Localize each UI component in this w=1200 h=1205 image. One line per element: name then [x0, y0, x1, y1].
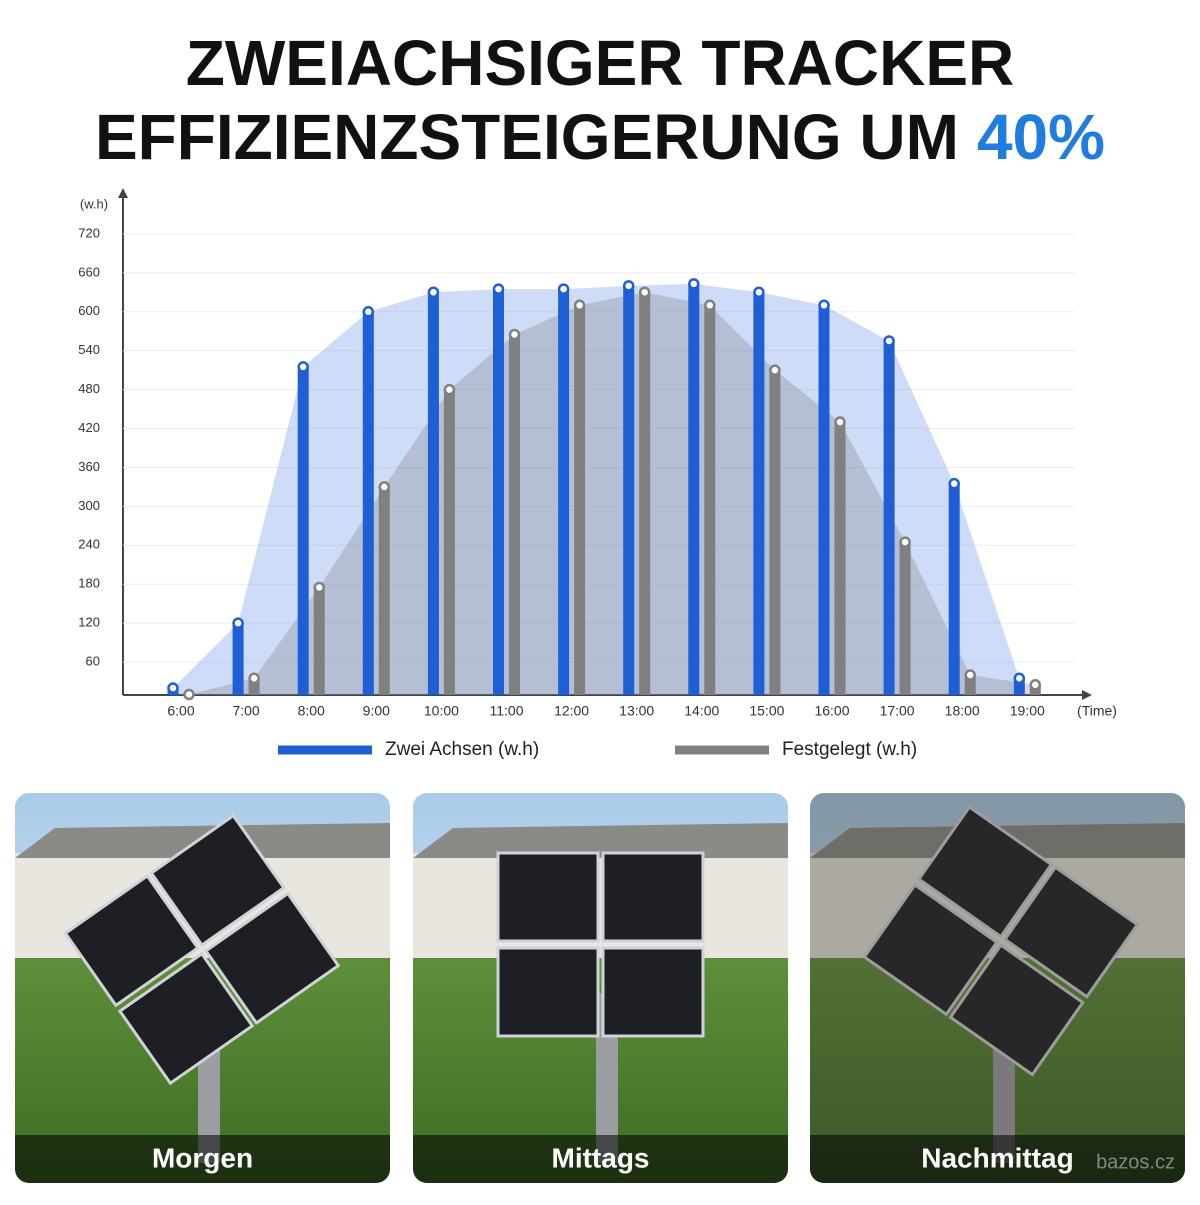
y-tick-label: 480 [78, 381, 100, 396]
solar-panel [203, 891, 341, 1026]
solar-panel [63, 873, 200, 1008]
photo [810, 793, 1185, 1183]
bar-cap [948, 477, 960, 490]
watermark: bazos.cz [1096, 1151, 1175, 1173]
y-axis-label: (w.h) [80, 196, 108, 211]
solar-panel [149, 813, 286, 948]
photo [15, 793, 390, 1183]
x-tick-label: 18:00 [945, 703, 980, 719]
bar-cap [769, 364, 781, 376]
bar-cap [899, 536, 911, 548]
photo-caption: Mittags [552, 1142, 650, 1173]
y-tick-label: 60 [86, 654, 100, 669]
x-tick-label: 10:00 [424, 703, 459, 719]
x-tick-label: 7:00 [232, 703, 259, 719]
roof [413, 823, 788, 858]
bar-cap [1013, 672, 1026, 685]
solar-panel [862, 882, 999, 1017]
bar-cap [492, 283, 505, 295]
photo-caption: Morgen [152, 1142, 253, 1173]
y-tick-label: 120 [78, 615, 100, 630]
x-tick-label: 17:00 [880, 703, 915, 719]
y-tick-label: 660 [78, 264, 100, 279]
y-tick-label: 300 [78, 498, 100, 513]
photos: Morgen Mittags Nachmittag [15, 793, 1185, 1183]
bar-cap [248, 672, 260, 685]
panels [496, 851, 705, 1038]
x-tick-label: 14:00 [684, 703, 719, 719]
solar-panel [948, 943, 1085, 1077]
solar-panel [916, 804, 1054, 939]
x-tick-label: 11:00 [490, 703, 524, 719]
subtitle: EFFIZIENZSTEIGERUNG UM 40% [95, 101, 1105, 173]
bar-cap [297, 361, 309, 373]
caption-band [15, 1135, 390, 1183]
bar-cap [508, 328, 521, 341]
bar-cap [313, 581, 325, 594]
x-tick-label: 15:00 [749, 703, 784, 719]
bar-cap [883, 335, 895, 347]
bar-cap [638, 286, 651, 299]
x-tick-label: 13:00 [619, 703, 654, 719]
solar-panel [117, 951, 255, 1086]
x-tick-label: 16:00 [814, 703, 849, 719]
subtitle-highlight: 40% [977, 101, 1105, 173]
bar-cap [167, 682, 179, 694]
bar-cap [834, 416, 846, 428]
x-tick-label: 19:00 [1010, 703, 1045, 719]
panels [862, 804, 1140, 1077]
bar-cap [688, 278, 700, 290]
bar-cap [362, 306, 375, 318]
panels [63, 813, 341, 1086]
photo-caption: Nachmittag [921, 1142, 1073, 1173]
x-axis-arrow [1082, 690, 1092, 700]
bar-cap [622, 280, 635, 292]
x-axis-label: (Time) [1077, 703, 1117, 719]
y-axis-arrow [118, 188, 128, 198]
title: ZWEIACHSIGER TRACKER [186, 27, 1014, 99]
bar-cap [378, 481, 391, 493]
solar-panel [496, 946, 600, 1038]
x-tick-label: 12:00 [554, 703, 589, 719]
bar-cap [753, 286, 765, 299]
bar-cap [818, 299, 830, 312]
y-tick-label: 180 [78, 576, 100, 591]
y-tick-label: 600 [78, 303, 100, 318]
shade [810, 793, 1185, 1183]
y-tick-label: 360 [78, 459, 100, 474]
subtitle-text: EFFIZIENZSTEIGERUNG UM [95, 101, 959, 173]
y-tick-label: 720 [78, 225, 100, 240]
bar-cap [183, 688, 195, 701]
y-tick-label: 240 [78, 537, 100, 552]
solar-panel [1002, 865, 1140, 999]
bar-cap [704, 299, 716, 312]
caption-band [810, 1135, 1185, 1183]
bar-cap [557, 283, 570, 295]
solar-panel [601, 946, 705, 1038]
bar-cap [232, 617, 244, 629]
bar-cap [1029, 679, 1042, 691]
y-tick-label: 420 [78, 420, 100, 435]
bar-cap [573, 299, 586, 312]
bar-cap [443, 383, 456, 396]
bar-cap [964, 669, 976, 681]
legend-label: Festgelegt (w.h) [782, 739, 917, 760]
house [413, 853, 788, 963]
legend-label: Zwei Achsen (w.h) [385, 739, 539, 760]
caption-band [413, 1135, 788, 1183]
x-tick-label: 6:00 [167, 703, 194, 719]
solar-panel [601, 851, 705, 943]
x-tick-label: 9:00 [363, 703, 390, 719]
x-tick-label: 8:00 [298, 703, 325, 719]
solar-panel [496, 851, 600, 943]
y-tick-label: 540 [78, 342, 100, 357]
bar-cap [427, 286, 440, 299]
photo [413, 793, 788, 1183]
